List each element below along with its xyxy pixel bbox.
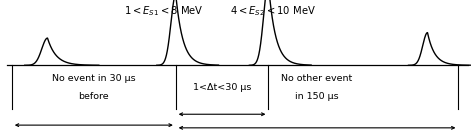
Text: before: before	[78, 92, 109, 101]
Text: 1<Δt<30 μs: 1<Δt<30 μs	[193, 83, 251, 92]
Text: $1{<}E_{S1}{<}8\ \mathrm{MeV}$: $1{<}E_{S1}{<}8\ \mathrm{MeV}$	[124, 4, 204, 18]
Text: No other event: No other event	[281, 74, 352, 83]
Text: No event in 30 μs: No event in 30 μs	[52, 74, 136, 83]
Text: $4{<}E_{S2}{<}10\ \mathrm{MeV}$: $4{<}E_{S2}{<}10\ \mathrm{MeV}$	[230, 4, 316, 18]
Text: in 150 μs: in 150 μs	[295, 92, 339, 101]
